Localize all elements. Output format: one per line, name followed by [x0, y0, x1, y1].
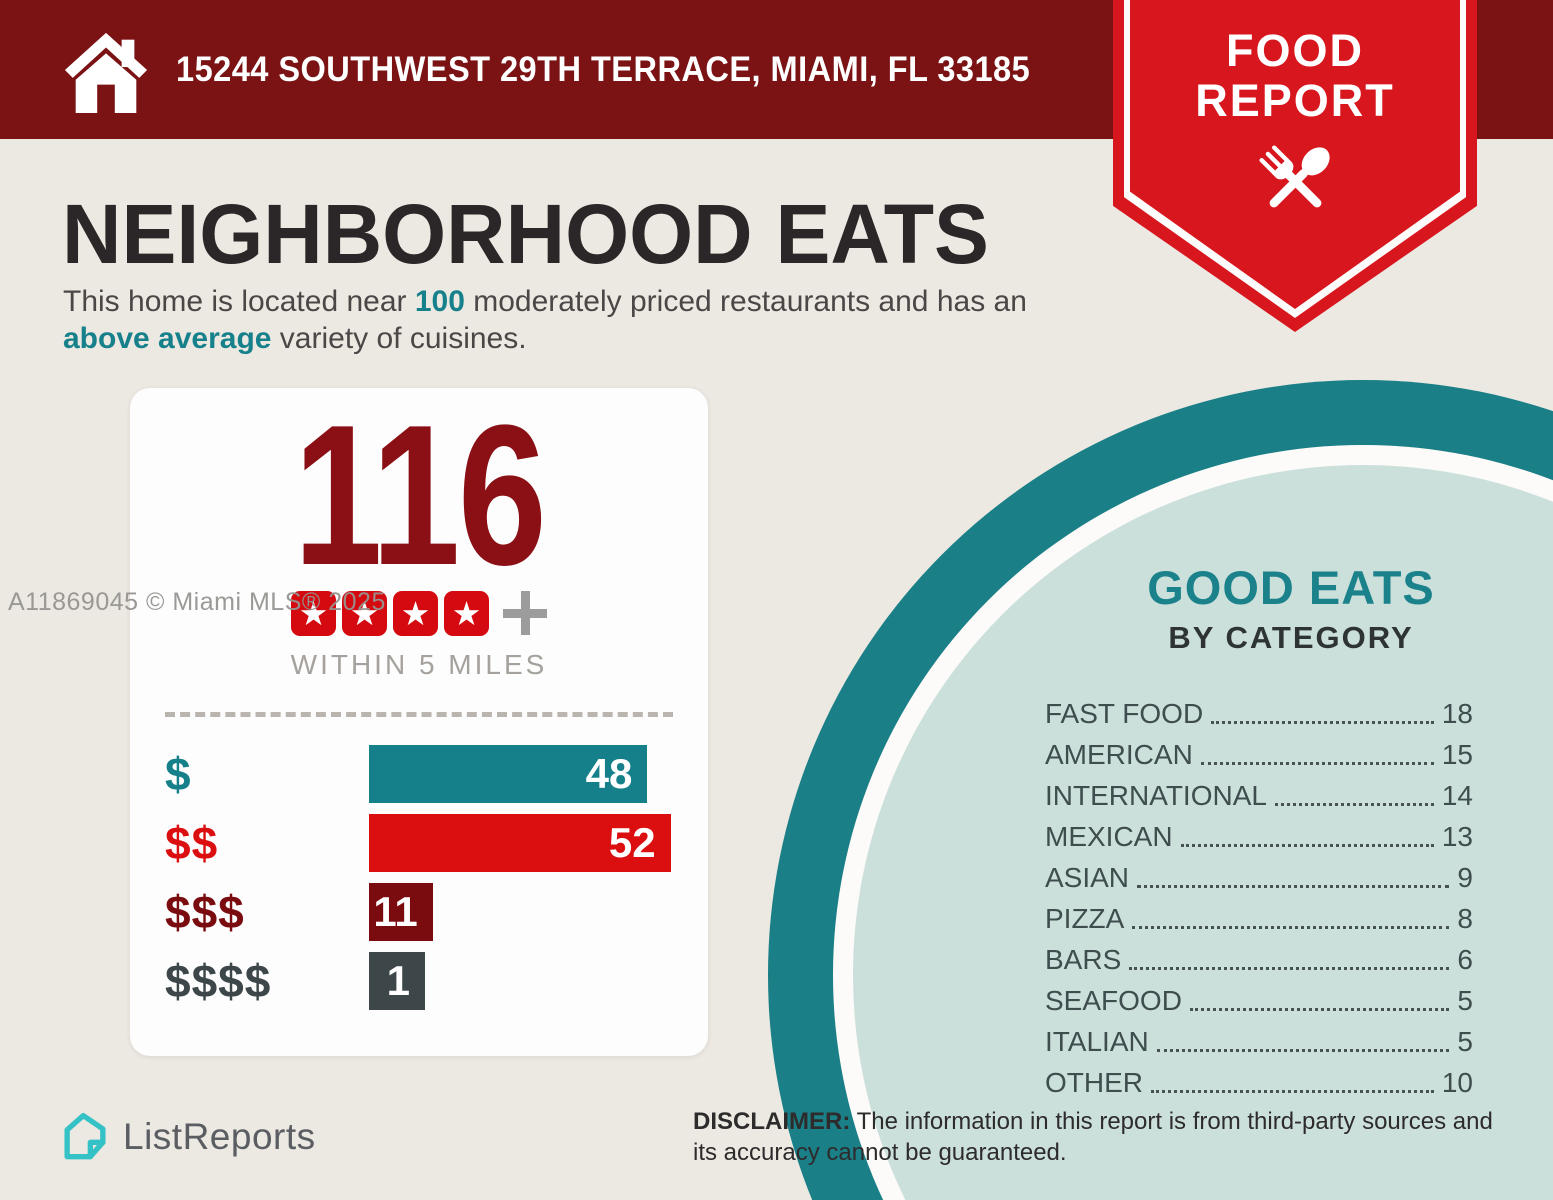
listreports-logo: ListReports	[60, 1110, 316, 1164]
price-bar: 11	[369, 883, 433, 941]
category-value: 18	[1441, 697, 1473, 729]
radius-label: WITHIN 5 MILES	[290, 649, 548, 680]
price-tier-label: $$$$	[165, 955, 272, 1007]
category-label: PIZZA	[1045, 902, 1125, 934]
badge-title-line2: REPORT	[1195, 75, 1395, 126]
price-bar: 52	[369, 814, 671, 872]
category-value: 15	[1441, 738, 1473, 770]
intro-highlight-count: 100	[414, 285, 465, 318]
dotted-leader	[1129, 967, 1450, 970]
dotted-leader	[1274, 803, 1434, 806]
category-label: ASIAN	[1045, 861, 1130, 893]
star-icon: ★	[393, 590, 438, 636]
good-eats-subtitle: BY CATEGORY	[1168, 620, 1414, 655]
category-row: INTERNATIONAL 14	[1045, 769, 1473, 810]
category-row: PIZZA 8	[1045, 892, 1473, 933]
crossed-spoon-fork-icon	[1258, 145, 1330, 208]
category-row: ITALIAN 5	[1045, 1015, 1473, 1056]
intro-text: This home is located near 100 moderately…	[63, 283, 1098, 357]
intro-prefix: This home is located near	[63, 285, 415, 318]
restaurant-summary-card: 116 ★ ★ ★ ★ WITHIN 5 MILES $ 48 $$ 52 $$$	[130, 388, 708, 1056]
category-value: 14	[1441, 779, 1473, 811]
price-bar: 1	[369, 952, 425, 1010]
dotted-leader	[1180, 844, 1434, 847]
disclaimer-label: DISCLAIMER:	[693, 1108, 851, 1135]
disclaimer-body: The information in this report is from t…	[693, 1108, 1493, 1166]
disclaimer-text: DISCLAIMER: The information in this repo…	[693, 1106, 1501, 1168]
rating-stars: ★ ★ ★ ★	[291, 590, 489, 636]
category-row: ASIAN 9	[1045, 851, 1473, 892]
dotted-leader	[1156, 1049, 1450, 1052]
food-report-badge: FOOD REPORT	[1113, 0, 1477, 332]
price-bar-value: 52	[608, 819, 656, 866]
category-label: BARS	[1045, 943, 1122, 975]
price-bar-value: 48	[585, 750, 633, 797]
category-value: 10	[1441, 1066, 1473, 1098]
category-row: MEXICAN 13	[1045, 810, 1473, 851]
property-address: 15244 SOUTHWEST 29TH TERRACE, MIAMI, FL …	[176, 49, 1031, 89]
dotted-leader	[1200, 762, 1434, 765]
price-bar-row: $$ 52	[165, 814, 708, 872]
good-eats-title: GOOD EATS	[1147, 561, 1435, 614]
price-bar-value: 1	[386, 957, 410, 1004]
intro-suffix: variety of cuisines.	[271, 322, 527, 355]
dotted-leader	[1132, 926, 1450, 929]
category-value: 5	[1457, 984, 1473, 1016]
price-bar-row: $$$$ 1	[165, 952, 708, 1010]
listreports-house-icon	[64, 1112, 106, 1160]
intro-middle: moderately priced restaurants and has an	[464, 285, 1027, 318]
intro-highlight-variety: above average	[63, 322, 272, 355]
price-tier-label: $$	[165, 817, 219, 869]
dashed-divider	[165, 712, 673, 717]
home-icon	[64, 32, 148, 113]
dotted-leader	[1211, 721, 1434, 724]
category-label: INTERNATIONAL	[1045, 779, 1267, 811]
category-row: BARS 6	[1045, 933, 1473, 974]
price-bar-row: $$$ 11	[165, 883, 708, 941]
price-tier-label: $$$	[165, 886, 245, 938]
category-label: OTHER	[1045, 1066, 1143, 1098]
category-value: 13	[1441, 820, 1473, 852]
badge-title-line1: FOOD	[1226, 25, 1364, 76]
price-bar-value: 11	[373, 888, 418, 935]
category-row: AMERICAN 15	[1045, 728, 1473, 769]
price-bar: 48	[369, 745, 648, 803]
category-label: SEAFOOD	[1045, 984, 1182, 1016]
category-value: 8	[1457, 902, 1473, 934]
category-list: FAST FOOD 18 AMERICAN 15 INTERNATIONAL 14 M…	[1045, 687, 1473, 1097]
listreports-wordmark: ListReports	[123, 1116, 316, 1157]
category-value: 5	[1457, 1025, 1473, 1057]
star-icon: ★	[291, 590, 336, 636]
dotted-leader	[1151, 1090, 1434, 1093]
star-icon: ★	[342, 590, 387, 636]
category-row: SEAFOOD 5	[1045, 974, 1473, 1015]
page-title: NEIGHBORHOOD EATS	[62, 187, 989, 281]
category-label: ITALIAN	[1045, 1025, 1149, 1057]
good-eats-panel: GOOD EATS BY CATEGORY FAST FOOD 18 AMERIC…	[1045, 560, 1473, 1097]
restaurant-count: 116	[293, 384, 547, 607]
category-value: 9	[1457, 861, 1473, 893]
category-label: MEXICAN	[1045, 820, 1173, 852]
category-row: OTHER 10	[1045, 1056, 1473, 1097]
price-tier-bar-chart: $ 48 $$ 52 $$$ 11 $$$$ 1	[165, 745, 708, 1010]
rating-row: ★ ★ ★ ★	[130, 590, 708, 636]
price-bar-row: $ 48	[165, 745, 708, 803]
price-tier-label: $	[165, 748, 192, 800]
dotted-leader	[1189, 1008, 1450, 1011]
category-label: AMERICAN	[1045, 738, 1193, 770]
category-row: FAST FOOD 18	[1045, 687, 1473, 728]
dotted-leader	[1137, 885, 1450, 888]
category-label: FAST FOOD	[1045, 697, 1204, 729]
star-icon: ★	[444, 590, 489, 636]
category-value: 6	[1457, 943, 1473, 975]
plus-icon	[503, 591, 547, 635]
